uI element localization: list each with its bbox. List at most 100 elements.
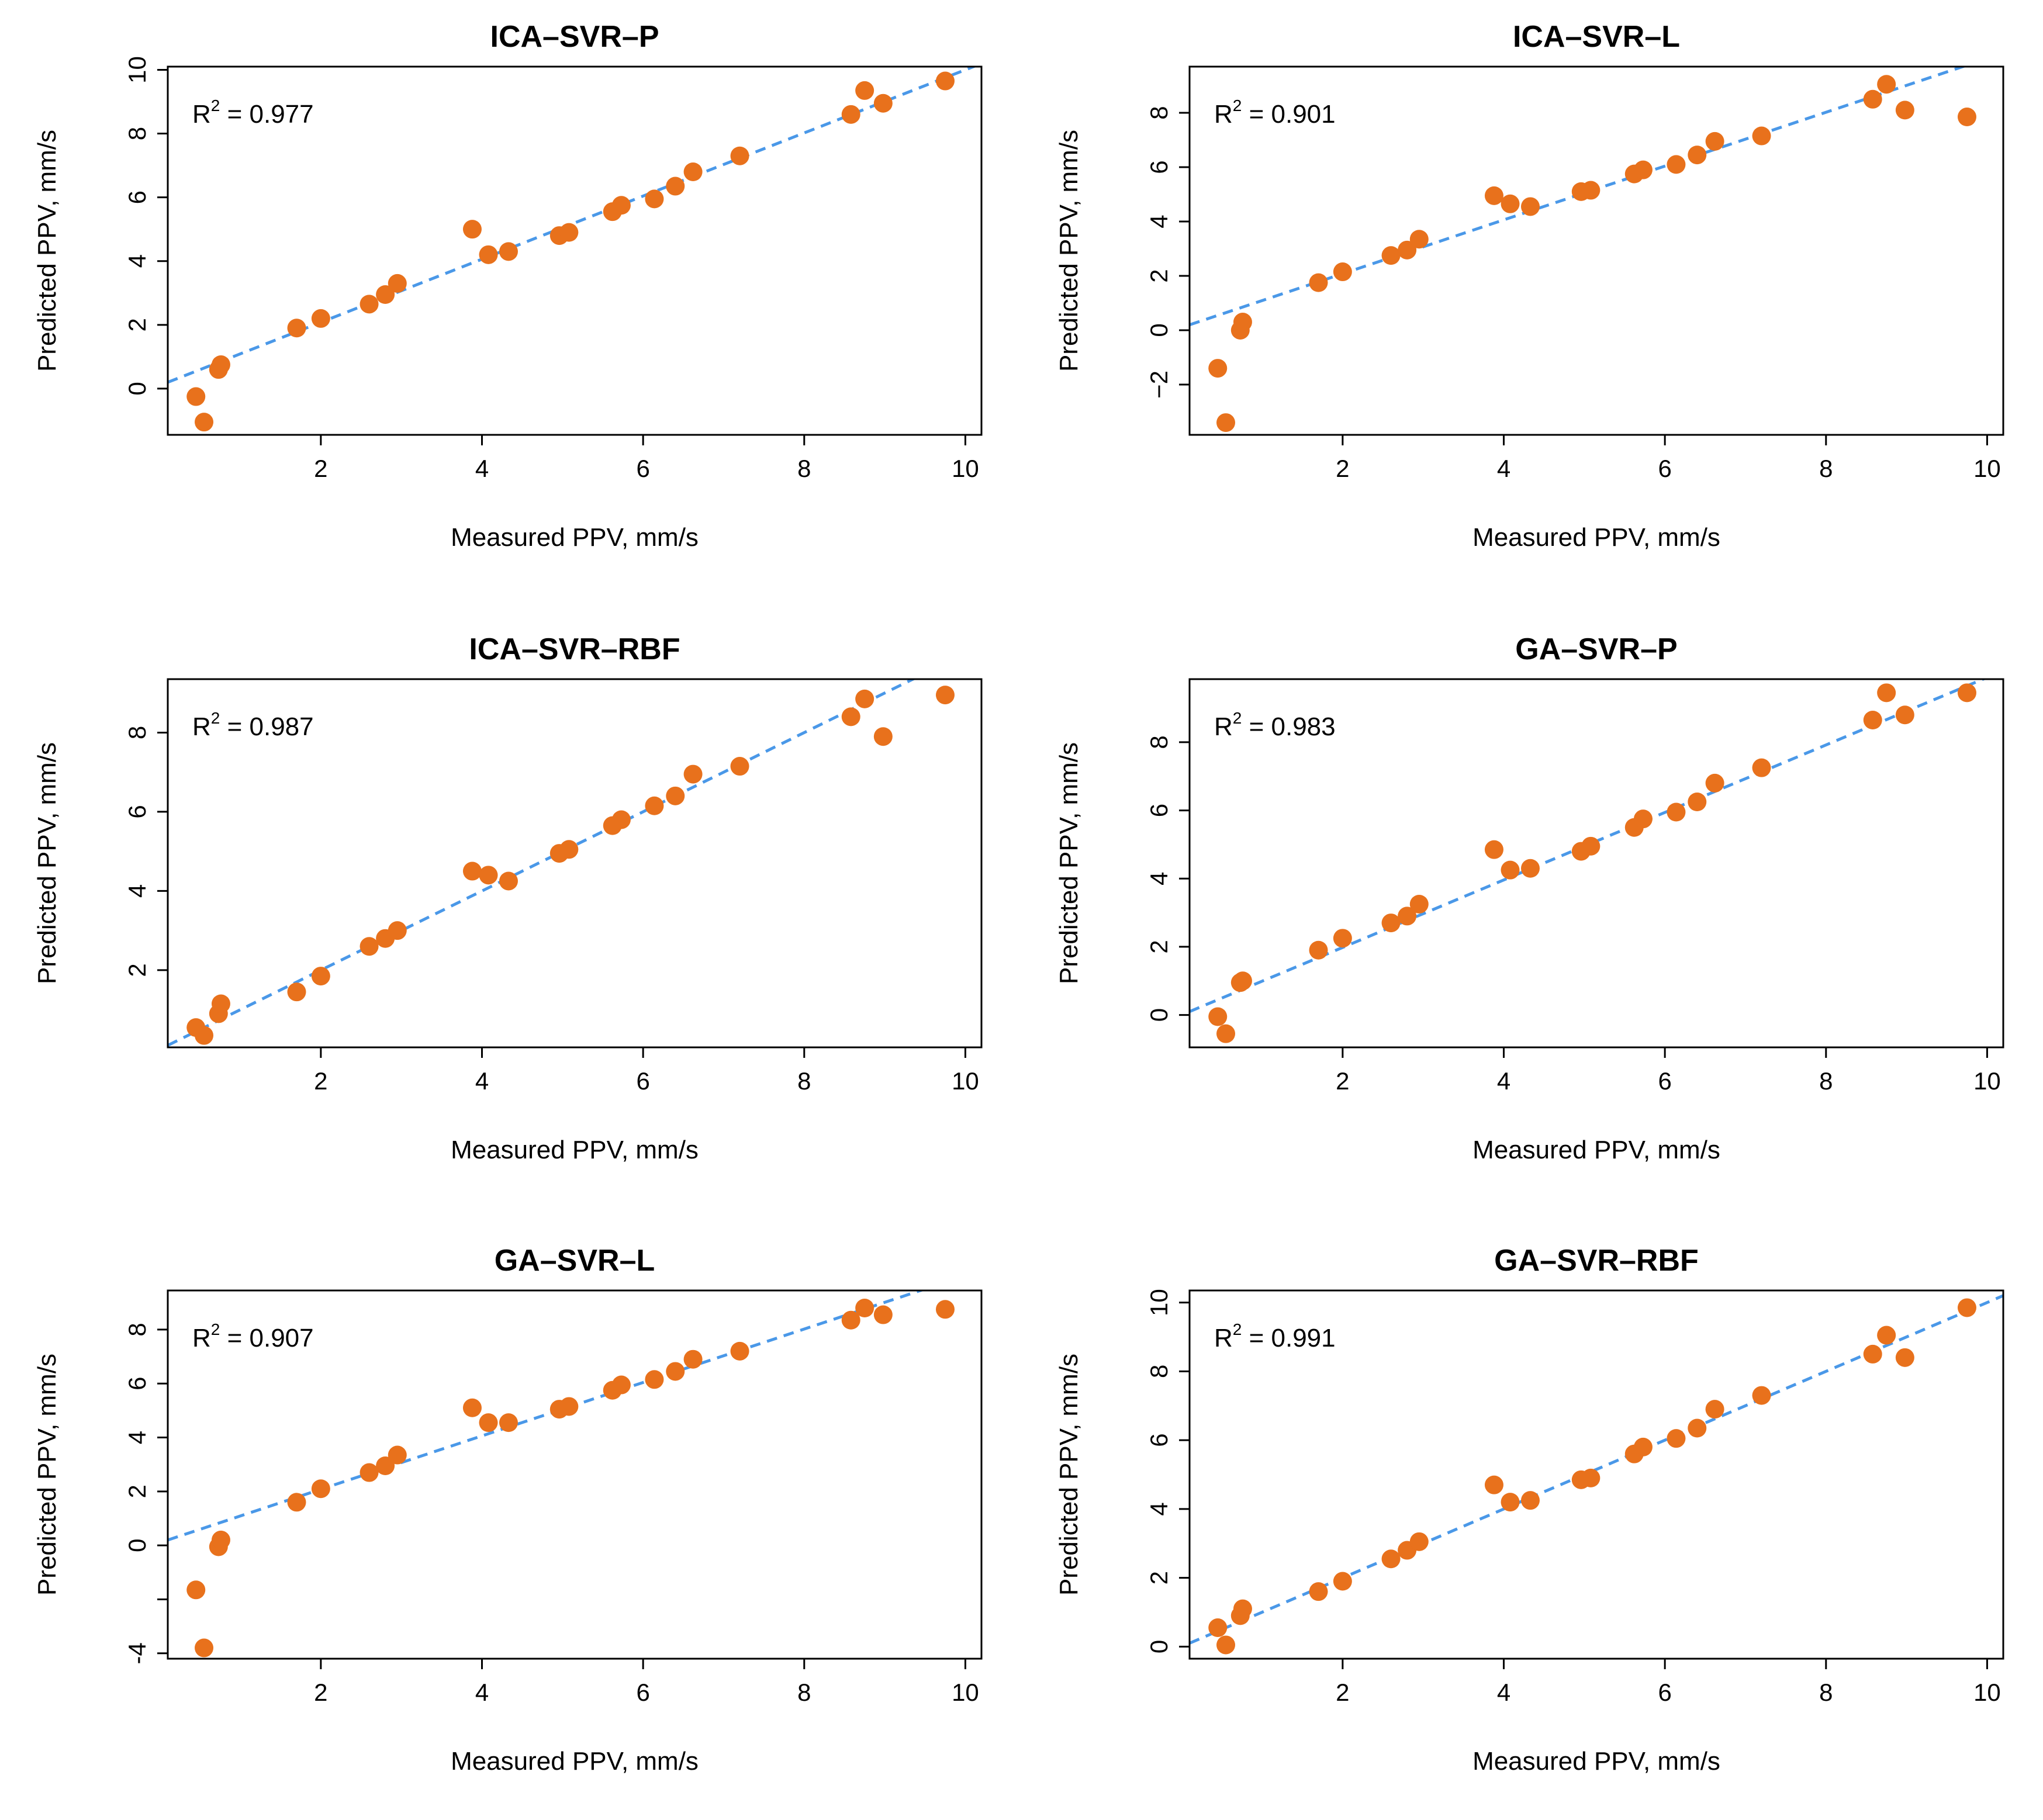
- data-point-7: [359, 937, 379, 956]
- data-point-24: [935, 686, 955, 705]
- data-point-8: [376, 1456, 395, 1475]
- data-point-4: [211, 355, 230, 374]
- data-point-19: [683, 162, 703, 181]
- data-point-20: [1752, 758, 1771, 777]
- data-point-9: [1409, 230, 1429, 249]
- data-point-10: [462, 220, 482, 239]
- data-point-23: [873, 1305, 893, 1324]
- data-point-22: [1877, 75, 1896, 94]
- plot-frame: [1188, 1289, 2004, 1660]
- data-point-11: [479, 245, 498, 264]
- data-point-11: [479, 1413, 498, 1433]
- data-point-2: [1216, 1024, 1236, 1043]
- data-point-1: [186, 1580, 206, 1600]
- data-point-18: [666, 1362, 685, 1381]
- data-point-24: [935, 71, 955, 91]
- data-point-11: [1501, 194, 1520, 213]
- data-point-20: [730, 146, 749, 165]
- data-point-12: [1520, 859, 1540, 878]
- data-point-6: [311, 309, 330, 328]
- data-point-16: [611, 1375, 631, 1395]
- y-tick-label: 8: [1145, 1365, 1173, 1378]
- data-point-24: [1957, 1298, 1976, 1317]
- y-tick-label: 6: [1145, 804, 1173, 817]
- data-point-5: [287, 319, 306, 338]
- r-squared-label: R2 = 0.901: [1214, 96, 1336, 129]
- data-point-2: [195, 413, 214, 432]
- data-point-14: [1581, 181, 1600, 200]
- y-axis-label: Predicted PPV, mm/s: [33, 130, 61, 372]
- data-point-14: [559, 1397, 579, 1416]
- x-tick-label: 6: [636, 1067, 649, 1095]
- y-tick-label: 2: [123, 1485, 151, 1498]
- data-point-9: [1409, 895, 1429, 914]
- x-axis-label: Measured PPV, mm/s: [451, 1136, 699, 1164]
- data-point-4: [211, 994, 230, 1013]
- data-point-23: [873, 727, 893, 746]
- data-point-1: [1208, 1618, 1228, 1638]
- y-tick-label: 2: [123, 963, 151, 977]
- data-point-7: [1381, 246, 1401, 265]
- panel-1: ICA–SVR–P 2 4 6 8 10 0 2 4 6 8 10 Measured PPV, mm/s…: [33, 20, 983, 552]
- x-tick-label: 8: [797, 1679, 811, 1706]
- data-point-6: [1333, 929, 1352, 948]
- data-point-14: [559, 840, 579, 859]
- chart-title: GA–SVR–RBF: [1494, 1244, 1699, 1278]
- data-point-9: [388, 274, 407, 293]
- data-point-21: [841, 105, 860, 124]
- data-point-12: [499, 871, 518, 891]
- r-squared-label: R2 = 0.977: [192, 96, 314, 129]
- data-point-5: [287, 982, 306, 1002]
- data-point-22: [1877, 1326, 1896, 1345]
- x-tick-label: 6: [1658, 455, 1671, 482]
- data-point-8: [376, 285, 395, 304]
- data-point-2: [195, 1026, 214, 1045]
- data-point-23: [873, 94, 893, 113]
- x-axis-label: Measured PPV, mm/s: [1472, 1136, 1720, 1164]
- y-tick-label: 0: [123, 382, 151, 395]
- x-axis-label: Measured PPV, mm/s: [1472, 1747, 1720, 1776]
- y-tick-label: 6: [1145, 1433, 1173, 1447]
- data-point-22: [855, 81, 874, 100]
- panel-2: ICA–SVR–L 2 4 6 8 10 −2 0 2 4 6 8 Measured PPV, mm/s…: [1055, 20, 2004, 552]
- r-squared-label: R2 = 0.907: [192, 1320, 314, 1352]
- data-point-8: [1398, 240, 1417, 259]
- data-point-17: [645, 189, 664, 209]
- x-tick-label: 10: [952, 1679, 979, 1706]
- data-point-7: [359, 1463, 379, 1482]
- data-point-9: [388, 1445, 407, 1465]
- x-axis-label: Measured PPV, mm/s: [1472, 523, 1720, 552]
- chart-title: ICA–SVR–RBF: [469, 632, 680, 666]
- data-point-16: [1633, 160, 1653, 179]
- x-tick-label: 6: [1658, 1067, 1671, 1095]
- x-tick-label: 8: [1819, 1679, 1833, 1706]
- x-tick-label: 10: [952, 455, 979, 482]
- data-point-7: [1381, 914, 1401, 933]
- data-point-19: [683, 1350, 703, 1369]
- data-point-23: [1895, 1348, 1914, 1367]
- x-tick-label: 2: [314, 1067, 327, 1095]
- plot-frame: [167, 1289, 983, 1660]
- data-point-7: [359, 295, 379, 314]
- y-tick-label: 0: [123, 1538, 151, 1552]
- x-tick-label: 2: [1336, 1679, 1349, 1706]
- r-squared-label: R2 = 0.987: [192, 709, 314, 741]
- y-tick-label: 4: [1145, 1502, 1173, 1515]
- data-point-24: [1957, 108, 1976, 127]
- data-point-17: [645, 1370, 664, 1389]
- data-point-6: [311, 967, 330, 986]
- data-point-21: [1863, 711, 1882, 729]
- y-tick-label: 8: [1145, 106, 1173, 119]
- x-tick-label: 10: [952, 1067, 979, 1095]
- data-point-9: [388, 921, 407, 940]
- y-tick-label: 6: [123, 191, 151, 204]
- data-point-17: [1667, 1429, 1686, 1448]
- data-point-21: [1863, 1344, 1882, 1364]
- data-point-4: [1233, 1599, 1252, 1618]
- data-point-19: [683, 764, 703, 784]
- panel-5: GA–SVR–L 2 4 6 8 10 -4 0 2 4 6 8 Measured PPV, mm/s P…: [33, 1244, 983, 1776]
- data-point-11: [479, 866, 498, 885]
- data-point-20: [1752, 1386, 1771, 1405]
- chart-title: ICA–SVR–P: [490, 20, 659, 54]
